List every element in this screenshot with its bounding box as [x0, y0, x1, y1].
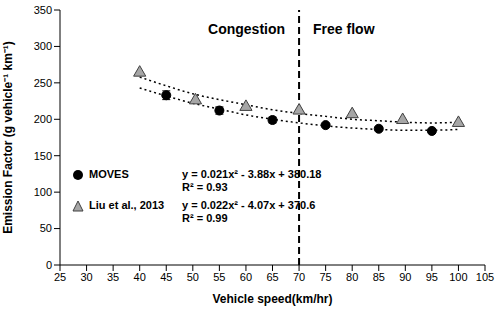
svg-text:50: 50 — [187, 271, 199, 283]
svg-text:Vehicle speed(km/hr): Vehicle speed(km/hr) — [212, 292, 332, 306]
svg-text:100: 100 — [449, 271, 467, 283]
svg-text:30: 30 — [80, 271, 92, 283]
svg-text:45: 45 — [160, 271, 172, 283]
svg-text:65: 65 — [266, 271, 278, 283]
svg-text:35: 35 — [107, 271, 119, 283]
html-text:y = 0.021x² - 3.88x + 380.18: y = 0.021x² - 3.88x + 380.18 — [182, 168, 322, 180]
svg-text:200: 200 — [34, 113, 52, 125]
html-text:y = 0.022x² - 4.07x + 370.6: y = 0.022x² - 4.07x + 370.6 — [182, 199, 316, 211]
svg-text:60: 60 — [240, 271, 252, 283]
svg-text:0: 0 — [46, 259, 52, 271]
svg-text:300: 300 — [34, 40, 52, 52]
svg-text:50: 50 — [40, 222, 52, 234]
svg-text:85: 85 — [373, 271, 385, 283]
html-text:MOVES: MOVES — [89, 168, 129, 180]
svg-text:75: 75 — [320, 271, 332, 283]
svg-text:25: 25 — [54, 271, 66, 283]
svg-text:350: 350 — [34, 4, 52, 16]
svg-text:Free flow: Free flow — [313, 21, 375, 37]
html-text:R² = 0.93: R² = 0.93 — [182, 181, 228, 193]
svg-text:80: 80 — [346, 271, 358, 283]
svg-text:100: 100 — [34, 186, 52, 198]
svg-text:150: 150 — [34, 150, 52, 162]
html-text:R² = 0.99: R² = 0.99 — [182, 212, 228, 224]
svg-text:Emission Factor (g vehicle⁻¹ k: Emission Factor (g vehicle⁻¹ km⁻¹) — [8, 41, 15, 234]
svg-text:40: 40 — [134, 271, 146, 283]
html-text:Liu et al., 2013: Liu et al., 2013 — [89, 199, 165, 211]
svg-text:250: 250 — [34, 77, 52, 89]
svg-text:70: 70 — [293, 271, 305, 283]
svg-text:55: 55 — [213, 271, 225, 283]
svg-text:Congestion: Congestion — [208, 21, 285, 37]
svg-text:95: 95 — [426, 271, 438, 283]
svg-text:90: 90 — [399, 271, 411, 283]
svg-text:105: 105 — [476, 271, 492, 283]
